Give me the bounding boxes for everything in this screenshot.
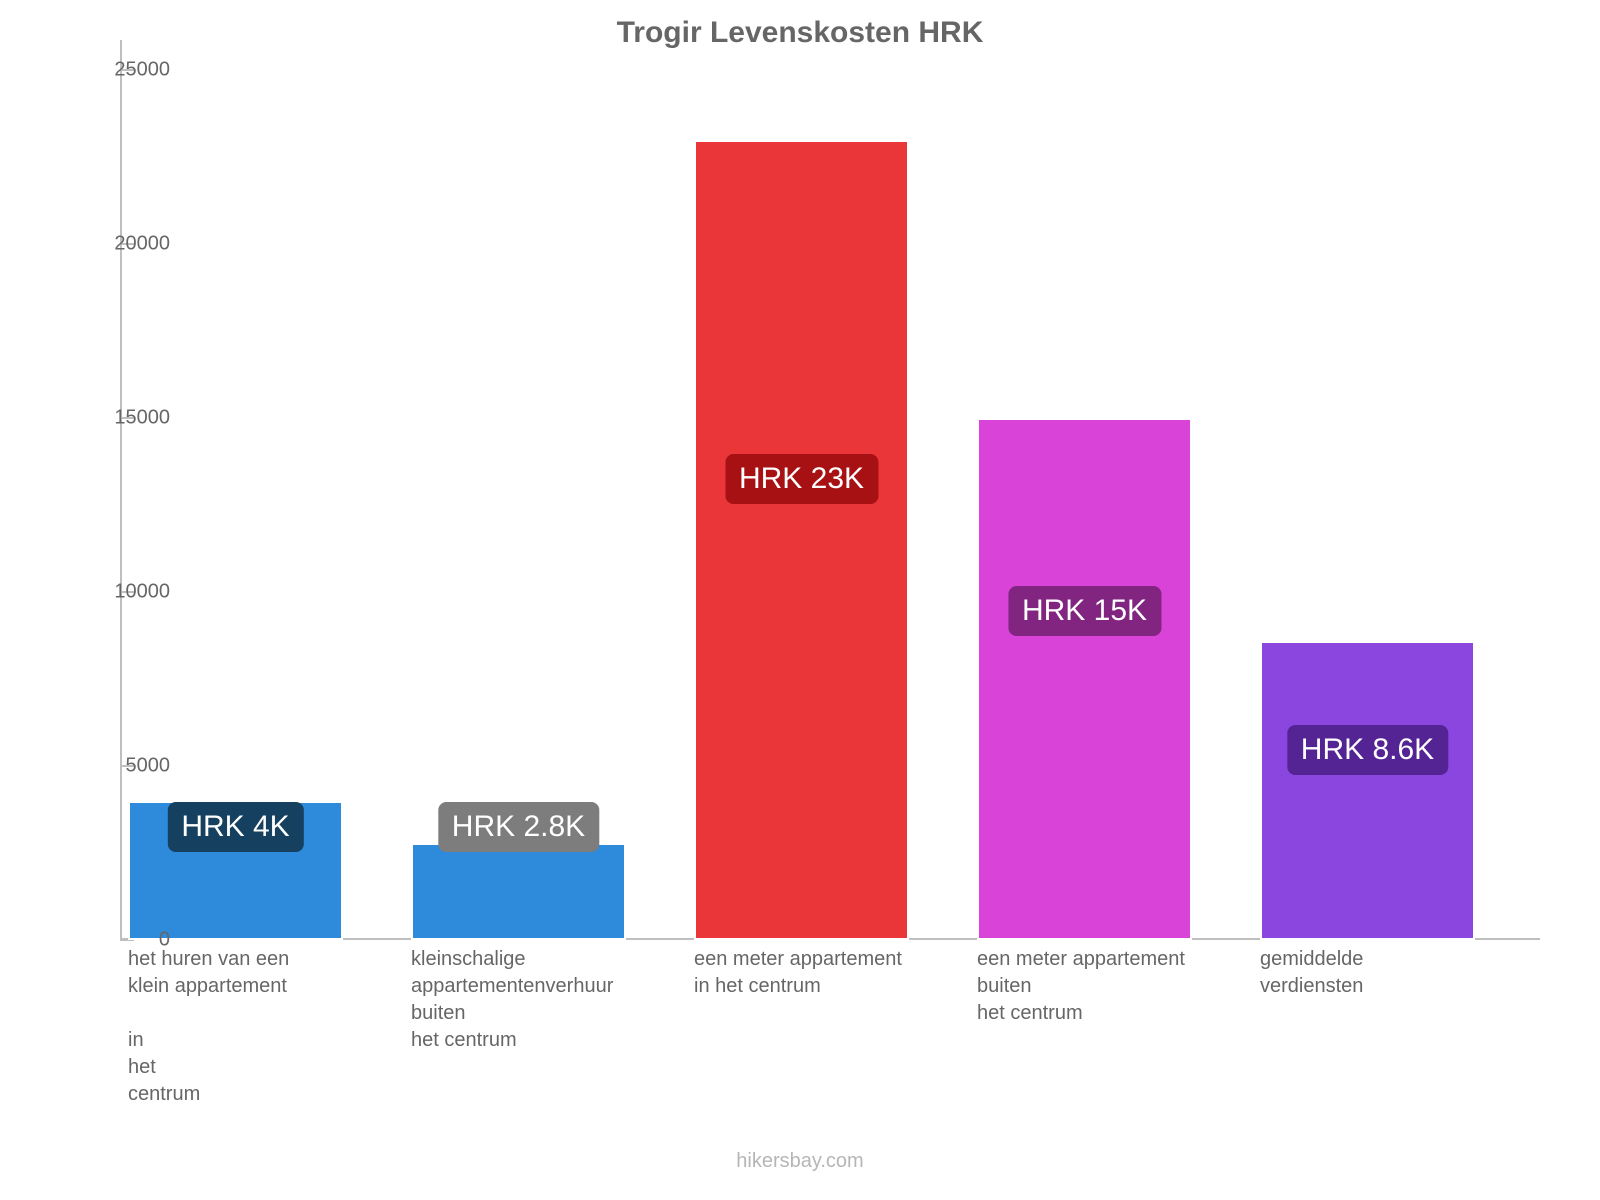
y-tick-label: 20000 — [114, 233, 170, 256]
cost-of-living-chart: Trogir Levenskosten HRK HRK 4KHRK 2.8KHR… — [0, 0, 1600, 1200]
bar — [411, 843, 626, 940]
bar — [694, 140, 909, 940]
category-label: een meter appartement in het centrum — [694, 946, 949, 1000]
attribution: hikersbay.com — [0, 1150, 1600, 1173]
value-badge: HRK 23K — [725, 454, 878, 504]
value-badge: HRK 2.8K — [438, 802, 599, 852]
bar — [1260, 641, 1475, 940]
y-tick-label: 5000 — [126, 755, 171, 778]
category-label: een meter appartement buiten het centrum — [977, 946, 1232, 1027]
y-tick-label: 15000 — [114, 407, 170, 430]
value-badge: HRK 15K — [1008, 586, 1161, 636]
plot-area: HRK 4K HRK 2.8K HRK 23K HRK 15K HRK 8.6K — [120, 70, 1540, 940]
value-badge: HRK 8.6K — [1287, 725, 1448, 775]
value-badge: HRK 4K — [167, 802, 303, 852]
bar — [977, 418, 1192, 940]
chart-title: Trogir Levenskosten HRK — [0, 16, 1600, 50]
category-label: gemiddelde verdiensten — [1260, 946, 1515, 1000]
y-axis — [120, 40, 122, 940]
category-label: het huren van een klein appartement in h… — [128, 946, 383, 1108]
category-label: kleinschalige appartementenverhuur buite… — [411, 946, 666, 1054]
y-tick-label: 25000 — [114, 59, 170, 82]
y-tick-label: 10000 — [114, 581, 170, 604]
